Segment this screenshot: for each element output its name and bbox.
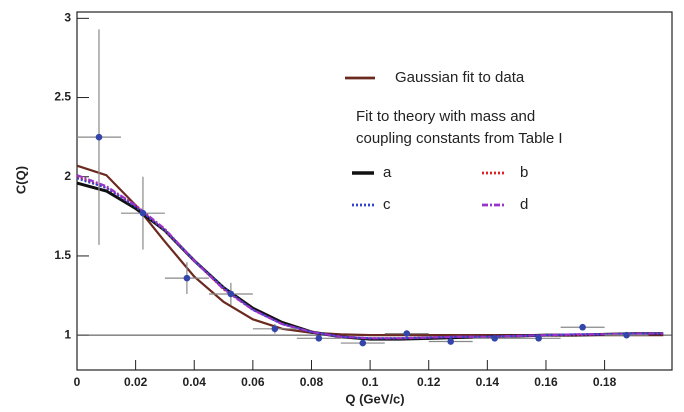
- data-point: [139, 209, 147, 217]
- legend-subtitle: coupling constants from Table I: [356, 130, 563, 147]
- y-tick-label: 2.5: [54, 90, 71, 104]
- y-tick-label: 3: [64, 11, 71, 25]
- legend-subtitle: Fit to theory with mass and: [356, 108, 535, 125]
- x-tick-label: 0.14: [476, 375, 500, 389]
- y-tick-label: 1: [64, 327, 71, 341]
- legend-label: Gaussian fit to data: [395, 69, 525, 86]
- data-point: [359, 339, 367, 347]
- data-point: [95, 133, 103, 141]
- y-tick-label: 1.5: [54, 248, 71, 262]
- legend-label: d: [520, 196, 528, 213]
- fit-line: [76, 175, 664, 340]
- x-tick-label: 0.04: [183, 375, 207, 389]
- data-point: [447, 338, 455, 345]
- data-point: [535, 335, 542, 342]
- x-tick-label: 0.18: [593, 375, 617, 389]
- fit-line: [76, 177, 664, 340]
- data-point: [183, 274, 191, 282]
- x-tick-label: 0.1: [362, 375, 379, 389]
- data-point: [579, 323, 586, 331]
- x-tick-label: 0.06: [241, 375, 265, 389]
- fit-line: [76, 174, 664, 340]
- data-point: [623, 331, 630, 339]
- data-point: [315, 335, 323, 342]
- fit-line: [76, 181, 664, 341]
- legend-label: c: [383, 196, 391, 213]
- plot-frame: [76, 11, 673, 371]
- legend-label: a: [383, 164, 392, 181]
- x-tick-label: 0.08: [300, 375, 324, 389]
- x-axis-label: Q (GeV/c): [345, 391, 404, 406]
- legend-label: b: [520, 164, 528, 181]
- data-point: [403, 330, 411, 337]
- fit-line: [76, 164, 664, 337]
- y-tick-label: 2: [64, 169, 71, 183]
- x-tick-label: 0.12: [417, 375, 441, 389]
- data-point: [271, 325, 279, 333]
- x-tick-label: 0.16: [534, 375, 558, 389]
- x-tick-label: 0: [74, 375, 81, 389]
- data-point: [491, 335, 498, 342]
- data-point: [227, 290, 235, 298]
- y-axis-label: C(Q): [13, 166, 28, 194]
- x-tick-label: 0.02: [124, 375, 148, 389]
